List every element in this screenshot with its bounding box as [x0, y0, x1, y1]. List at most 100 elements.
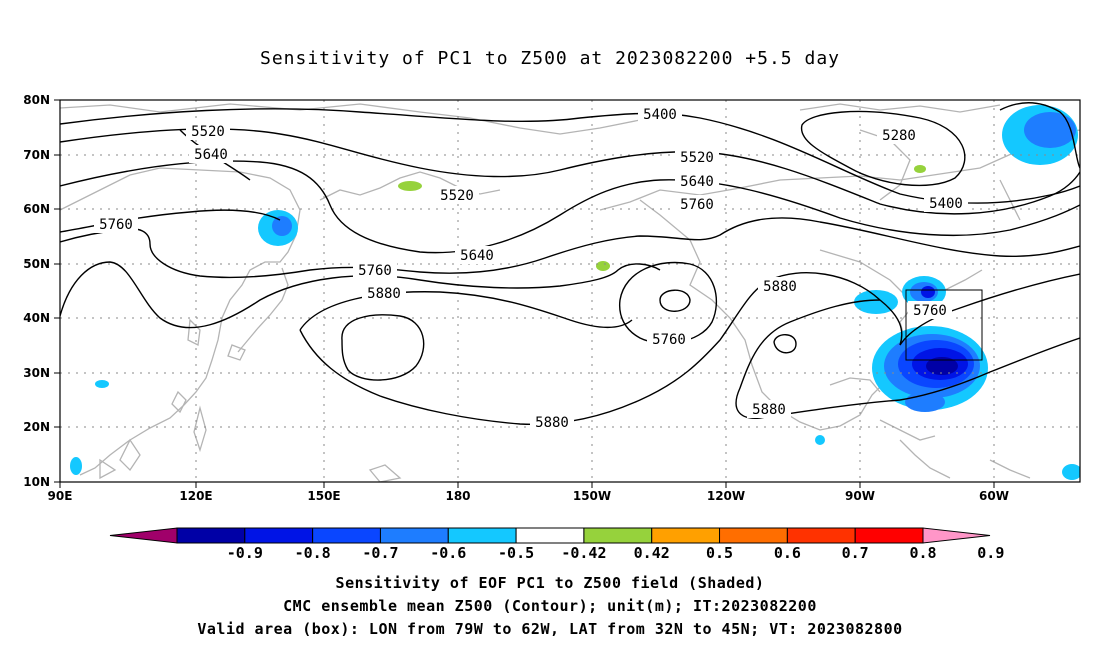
svg-text:5760: 5760 — [652, 332, 686, 348]
svg-text:5520: 5520 — [680, 150, 714, 166]
colorbar-swatch — [515, 527, 585, 544]
svg-text:5760: 5760 — [358, 263, 392, 279]
contour-label: 5640 — [189, 145, 233, 163]
latitude-labels: 80N 70N 60N 50N 40N 30N 20N 10N — [23, 93, 50, 489]
contour-label: 5760 — [675, 195, 719, 213]
svg-text:5520: 5520 — [440, 188, 474, 204]
contour-label: 5760 — [353, 261, 397, 279]
contour-label: 5400 — [638, 105, 682, 123]
colorbar-label: 0.6 — [774, 544, 801, 562]
contour-small-high — [773, 334, 797, 354]
contour-5880-c — [735, 299, 901, 419]
contour-5760-a — [60, 217, 1080, 279]
caption-line-3: Valid area (box): LON from 79W to 62W, L… — [197, 620, 903, 638]
svg-text:5760: 5760 — [680, 197, 714, 213]
colorbar-label: 0.9 — [977, 544, 1004, 562]
contour-high-center — [341, 314, 425, 381]
svg-text:5880: 5880 — [763, 279, 797, 295]
colorbar-label: -0.42 — [561, 544, 606, 562]
contour-label: 5280 — [877, 126, 921, 144]
svg-text:5880: 5880 — [367, 286, 401, 302]
caption-line-1: Sensitivity of EOF PC1 to Z500 field (Sh… — [335, 574, 765, 592]
lat-label: 30N — [23, 366, 50, 380]
colorbar-label: -0.6 — [430, 544, 466, 562]
lon-label: 90W — [845, 489, 875, 503]
lon-label: 150W — [573, 489, 611, 503]
colorbar-swatch — [244, 527, 314, 544]
colorbar-label: 0.5 — [706, 544, 733, 562]
lat-label: 20N — [23, 420, 50, 434]
contour-5280 — [800, 110, 966, 187]
colorbar-label: -0.8 — [295, 544, 331, 562]
colorbar-label: 0.8 — [909, 544, 936, 562]
contour-label-layer: 5400 5520 5640 5760 5520 5640 5760 5880 … — [94, 105, 968, 431]
contour-5520-a — [60, 128, 1080, 215]
colorbar-label: -0.9 — [227, 544, 263, 562]
lat-label: 10N — [23, 475, 50, 489]
lon-label: 150E — [307, 489, 340, 503]
contour-label: 5880 — [758, 277, 802, 295]
contour-north-east — [999, 102, 1080, 169]
lon-label: 90E — [48, 489, 73, 503]
svg-text:5640: 5640 — [460, 248, 494, 264]
svg-text:5400: 5400 — [929, 196, 963, 212]
lon-label: 180 — [445, 489, 470, 503]
contour-label: 5880 — [362, 284, 406, 302]
contour-5760-east — [899, 273, 1080, 346]
sensitivity-shading — [70, 105, 1080, 480]
contour-5760-cutoff — [618, 261, 717, 344]
lon-label: 120W — [707, 489, 745, 503]
colorbar-swatch — [447, 527, 517, 544]
map-frame — [59, 99, 1081, 483]
svg-text:5640: 5640 — [194, 147, 228, 163]
colorbar-swatch — [854, 527, 924, 544]
lat-label: 40N — [23, 311, 50, 325]
colorbar — [109, 527, 991, 544]
svg-text:5400: 5400 — [643, 107, 677, 123]
contour-label: 5520 — [675, 148, 719, 166]
colorbar-labels: -0.9 -0.8 -0.7 -0.6 -0.5 -0.42 0.42 0.5 0.6 0.7 0.… — [227, 544, 1005, 562]
colorbar-max-arrow — [922, 527, 991, 544]
colorbar-min-arrow — [109, 527, 178, 544]
lon-label: 60W — [979, 489, 1009, 503]
colorbar-swatch — [379, 527, 449, 544]
svg-text:5880: 5880 — [752, 402, 786, 418]
contour-low-center — [659, 289, 691, 312]
lat-label: 70N — [23, 148, 50, 162]
contour-label: 5760 — [908, 301, 952, 319]
contour-label: 5760 — [647, 330, 691, 348]
colorbar-label: 0.42 — [634, 544, 670, 562]
colorbar-swatch — [651, 527, 721, 544]
contour-label: 5400 — [924, 194, 968, 212]
colorbar-label: -0.5 — [498, 544, 534, 562]
contour-label: 5880 — [530, 413, 574, 431]
contour-label: 5520 — [435, 186, 479, 204]
caption-line-2: CMC ensemble mean Z500 (Contour); unit(m… — [283, 597, 817, 615]
svg-text:5280: 5280 — [882, 128, 916, 144]
lat-label: 60N — [23, 202, 50, 216]
longitude-labels: 90E 120E 150E 180 150W 120W 90W 60W — [48, 489, 1009, 503]
contour-label: 5880 — [747, 400, 791, 418]
lat-label: 50N — [23, 257, 50, 271]
contour-5880-a — [299, 291, 633, 331]
svg-text:5760: 5760 — [99, 217, 133, 233]
colorbar-swatch — [583, 527, 653, 544]
lat-label: 80N — [23, 93, 50, 107]
svg-text:5520: 5520 — [191, 124, 225, 140]
colorbar-label: 0.7 — [842, 544, 869, 562]
colorbar-label: -0.7 — [362, 544, 398, 562]
colorbar-swatch — [719, 527, 788, 544]
contour-label: 5520 — [186, 122, 230, 140]
contour-label: 5760 — [94, 215, 138, 233]
colorbar-swatch — [176, 527, 246, 544]
contour-5640-a — [60, 160, 1080, 254]
contour-5760-b — [60, 261, 661, 329]
svg-text:5880: 5880 — [535, 415, 569, 431]
contour-5640-b — [60, 209, 281, 233]
lon-label: 120E — [179, 489, 212, 503]
colorbar-swatch — [786, 527, 856, 544]
contour-5880-east — [899, 337, 1080, 401]
svg-text:5760: 5760 — [913, 303, 947, 319]
svg-text:5640: 5640 — [680, 174, 714, 190]
tick-marks — [54, 99, 995, 488]
